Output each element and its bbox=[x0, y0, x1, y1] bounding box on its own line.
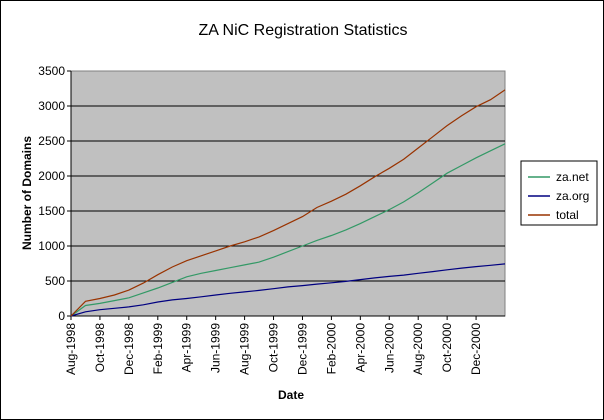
y-tick-label: 1000 bbox=[38, 239, 65, 253]
plot-area bbox=[70, 70, 506, 317]
legend-label: za.net bbox=[556, 170, 589, 184]
x-tick-label: Apr-2000 bbox=[353, 323, 367, 373]
x-tick-label: Dec-2000 bbox=[469, 323, 483, 375]
grid-lines bbox=[70, 71, 505, 317]
legend-label: total bbox=[556, 208, 579, 222]
series-line-za-org bbox=[70, 263, 506, 317]
y-tick-label: 1500 bbox=[38, 204, 65, 218]
x-axis-ticks: Aug-1998 Oct-1998 Dec-1998 Feb-1999 Apr-1999… bbox=[64, 316, 483, 375]
series-lines bbox=[70, 89, 506, 317]
y-tick-label: 0 bbox=[58, 309, 65, 323]
series-line-total bbox=[70, 89, 506, 317]
x-tick-label: Feb-2000 bbox=[324, 323, 338, 375]
legend-label: za.org bbox=[556, 189, 589, 203]
x-tick-label: Dec-1998 bbox=[122, 323, 136, 375]
x-tick-label: Dec-1999 bbox=[295, 323, 309, 375]
y-axis-ticks: 0 500 1000 1500 2000 2500 3000 3500 bbox=[38, 64, 71, 323]
x-tick-label: Jun-2000 bbox=[382, 323, 396, 373]
series-line-za-net bbox=[70, 143, 506, 317]
chart-title: ZA NiC Registration Statistics bbox=[199, 22, 408, 39]
y-tick-label: 2500 bbox=[38, 134, 65, 148]
y-tick-label: 500 bbox=[45, 274, 65, 288]
y-tick-label: 3000 bbox=[38, 99, 65, 113]
y-tick-label: 3500 bbox=[38, 64, 65, 78]
x-tick-label: Aug-1998 bbox=[64, 323, 78, 375]
legend: za.net za.org total bbox=[520, 160, 598, 226]
x-tick-label: Aug-1999 bbox=[238, 323, 252, 375]
x-tick-label: Feb-1999 bbox=[151, 323, 165, 375]
x-tick-label: Jun-1999 bbox=[209, 323, 223, 373]
x-tick-label: Oct-1999 bbox=[267, 323, 281, 373]
x-tick-label: Apr-1999 bbox=[180, 323, 194, 373]
x-tick-label: Oct-1998 bbox=[93, 323, 107, 373]
x-tick-label: Aug-2000 bbox=[411, 323, 425, 375]
x-axis-title: Date bbox=[278, 388, 304, 402]
y-axis-title: Number of Domains bbox=[20, 136, 34, 250]
y-tick-label: 2000 bbox=[38, 169, 65, 183]
x-tick-label: Oct-2000 bbox=[440, 323, 454, 373]
